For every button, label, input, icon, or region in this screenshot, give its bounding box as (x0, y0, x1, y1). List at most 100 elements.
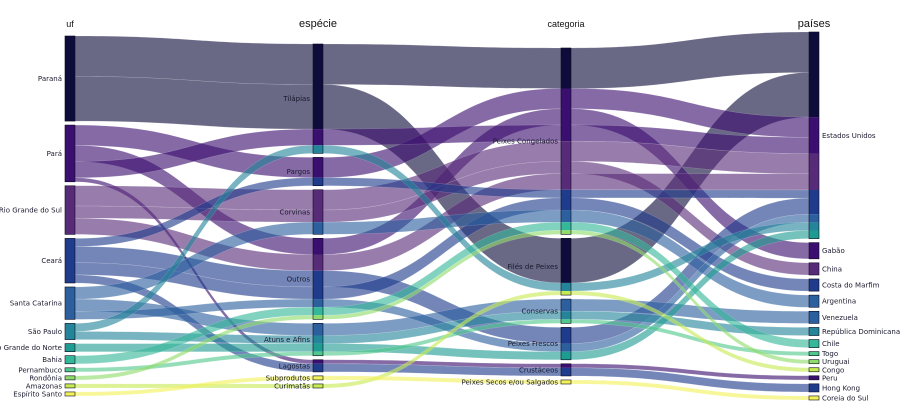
node-band (313, 129, 323, 146)
node-corvinas[interactable] (312, 189, 324, 235)
node-outline (64, 185, 76, 235)
node-uruguai[interactable] (808, 359, 820, 365)
node-band (313, 383, 323, 388)
node-label-rio-grande-do-norte: Rio Grande do Norte (0, 344, 62, 352)
node-band (809, 190, 819, 215)
node-outline (808, 395, 820, 401)
node-pernambuco[interactable] (64, 367, 76, 373)
node-peru[interactable] (808, 375, 820, 381)
node-label-sao-paulo: São Paulo (28, 328, 62, 336)
node-outros[interactable] (312, 238, 324, 320)
node-band (809, 339, 819, 348)
node-chile[interactable] (808, 339, 820, 348)
node-costa-do-marfim[interactable] (808, 278, 820, 292)
node-label-outros: Outros (287, 275, 311, 283)
flow-link-peixes-congelados-to-estados-unidos[interactable] (570, 189, 810, 199)
node-band (809, 222, 819, 231)
node-band (65, 343, 75, 352)
node-curimatas[interactable] (312, 383, 324, 389)
node-rondonia[interactable] (64, 375, 76, 381)
node-peixes-secos-e-ou-salgados[interactable] (560, 379, 572, 385)
node-outline (64, 355, 76, 365)
node-label-chile: Chile (822, 340, 840, 348)
node-label-gabao: Gabão (822, 247, 845, 255)
node-outline (64, 375, 76, 381)
node-parana[interactable] (64, 35, 76, 122)
node-rio-grande-do-sul[interactable] (64, 185, 76, 235)
node-conservas[interactable] (560, 298, 572, 324)
node-lagostas[interactable] (312, 359, 324, 373)
node-band (65, 367, 75, 372)
node-venezuela[interactable] (808, 310, 820, 324)
node-band (561, 48, 571, 89)
node-tilapias[interactable] (312, 43, 324, 154)
node-band (65, 355, 75, 364)
node-hong-kong[interactable] (808, 383, 820, 393)
node-band (561, 282, 571, 292)
node-band (561, 230, 571, 235)
node-label-rondonia: Rondônia (29, 374, 62, 382)
node-coreia-do-sul[interactable] (808, 395, 820, 401)
node-band (313, 270, 323, 300)
node-band (313, 343, 323, 352)
node-outline (808, 262, 820, 276)
node-gabao[interactable] (808, 242, 820, 260)
node-ceara[interactable] (64, 238, 76, 284)
node-band (809, 383, 819, 392)
node-outline (808, 31, 820, 239)
node-santa-catarina[interactable] (64, 286, 76, 320)
node-republica-dominicana[interactable] (808, 327, 820, 336)
node-argentina[interactable] (808, 294, 820, 308)
node-rio-grande-do-norte[interactable] (64, 343, 76, 352)
node-label-bahia: Bahia (42, 356, 62, 364)
node-band (313, 238, 323, 255)
node-outline (64, 343, 76, 352)
node-amazonas[interactable] (64, 383, 76, 389)
node-band (809, 153, 819, 190)
node-band (65, 185, 75, 235)
node-outline (64, 383, 76, 389)
node-espirito-santo[interactable] (64, 391, 76, 397)
node-label-parana: Paraná (38, 75, 62, 83)
node-outline (808, 359, 820, 365)
node-label-subprodutos: Subprodutos (266, 374, 311, 382)
flow-link-parana-to-tilapias[interactable] (74, 76, 314, 130)
node-label-peixes-frescos: Peixes Frescos (508, 340, 559, 348)
node-subprodutos[interactable] (312, 375, 324, 381)
node-china[interactable] (808, 262, 820, 276)
flow-link-peixes-congelados-to-estados-unidos[interactable] (570, 173, 810, 191)
flow-link-tilapias-to-peixes-congelados[interactable] (322, 43, 562, 89)
node-band (313, 177, 323, 186)
node-label-santa-catarina: Santa Catarina (10, 300, 62, 308)
node-band (313, 44, 323, 130)
node-togo[interactable] (808, 351, 820, 356)
node-peixes-frescos[interactable] (560, 327, 572, 361)
node-para[interactable] (64, 124, 76, 183)
node-peixes-congelados[interactable] (560, 47, 572, 235)
node-band (809, 367, 819, 372)
node-sao-paulo[interactable] (64, 323, 76, 340)
node-outline (312, 375, 324, 381)
node-pargos[interactable] (312, 157, 324, 187)
node-outline (64, 391, 76, 397)
node-label-pargos: Pargos (287, 168, 311, 176)
node-band (65, 238, 75, 283)
node-files-de-peixes[interactable] (560, 238, 572, 296)
node-outline (808, 294, 820, 308)
node-outline (560, 298, 572, 324)
node-outline (312, 157, 324, 187)
node-bahia[interactable] (64, 355, 76, 365)
node-label-hong-kong: Hong Kong (822, 384, 860, 392)
node-outline (64, 238, 76, 284)
node-congo[interactable] (808, 367, 820, 373)
node-crustaceos[interactable] (560, 363, 572, 377)
node-label-lagostas: Lagostas (279, 362, 311, 370)
node-band (561, 319, 571, 324)
node-atuns-e-afins[interactable] (312, 323, 324, 357)
node-label-estados-unidos: Estados Unidos (822, 132, 876, 140)
node-band (809, 278, 819, 292)
node-band (313, 189, 323, 223)
node-estados-unidos[interactable] (808, 31, 820, 239)
sankey-nodes (64, 31, 820, 401)
